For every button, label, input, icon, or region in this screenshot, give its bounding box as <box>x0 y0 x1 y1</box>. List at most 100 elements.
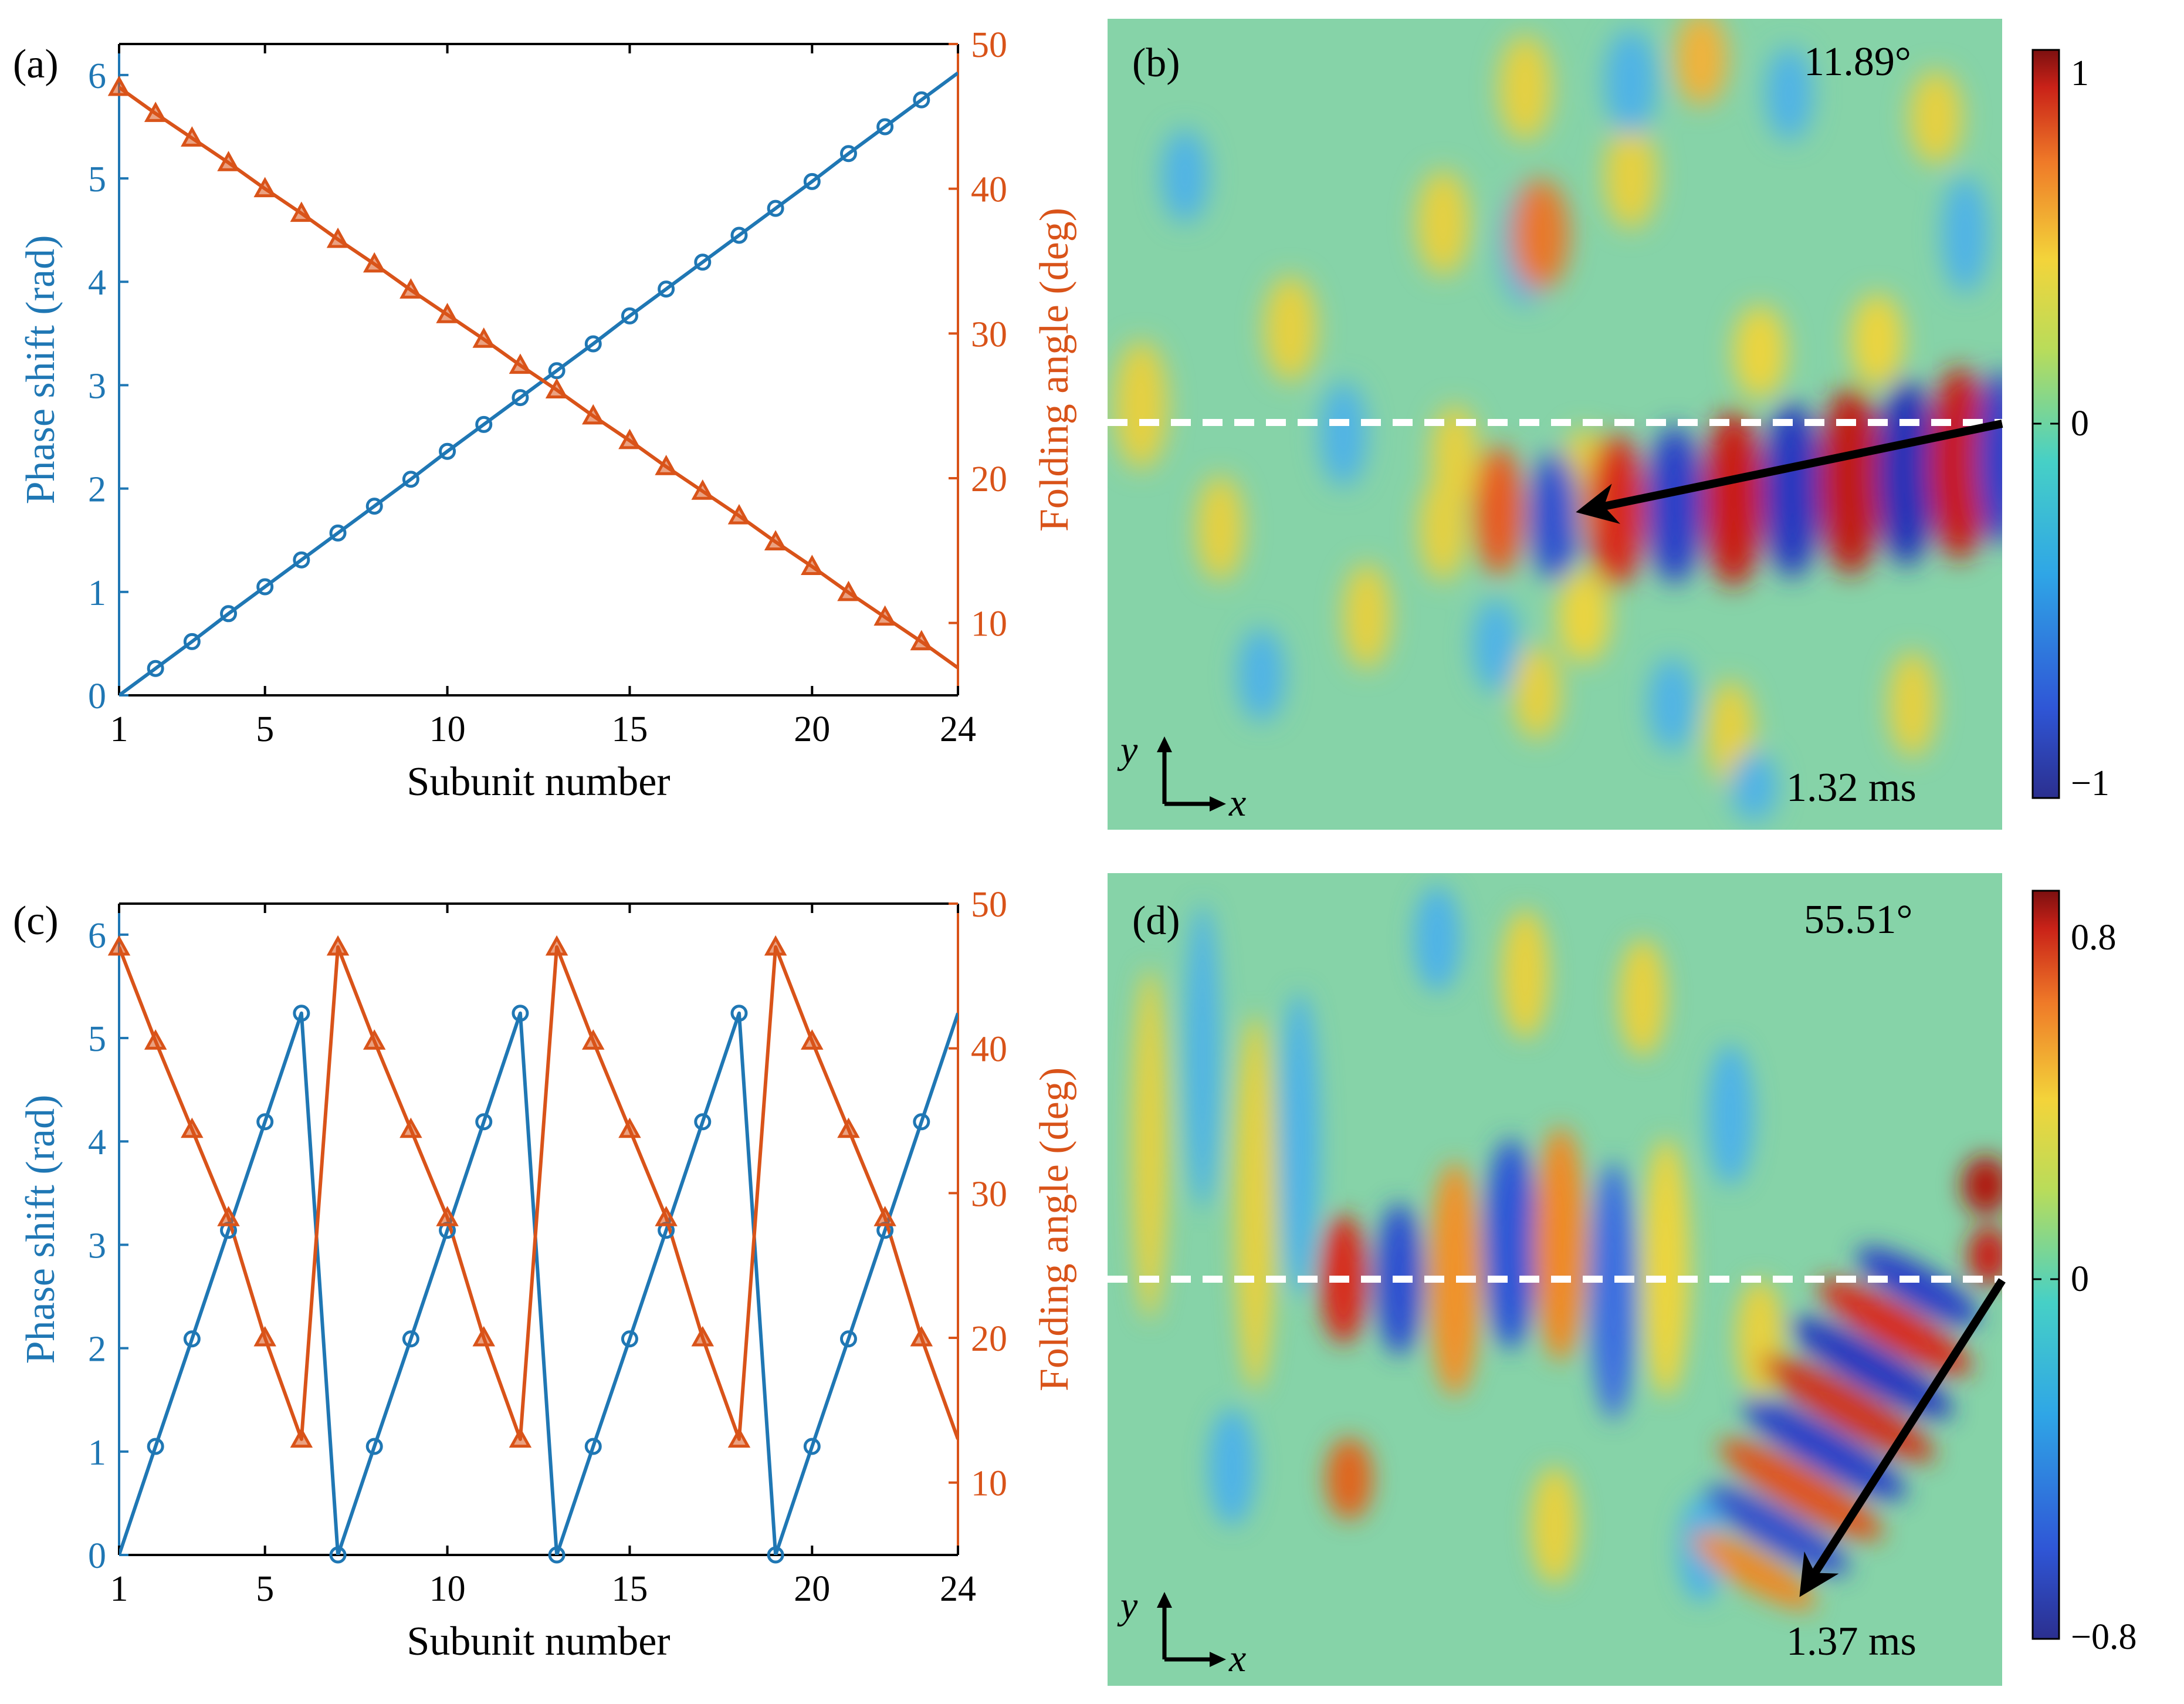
field-b-pattern <box>1115 19 2002 821</box>
folding-angle-point <box>144 1029 167 1050</box>
colorbar-b-min: −1 <box>2071 763 2109 803</box>
x-tick-label: 5 <box>256 1569 274 1609</box>
phase-shift-point <box>475 415 493 433</box>
phase-shift-point <box>183 1330 201 1348</box>
folding-angle-point <box>363 252 386 273</box>
phase-shift-point <box>147 660 164 677</box>
folding-angle-point <box>545 378 568 399</box>
x-tick-label: 1 <box>110 1569 128 1609</box>
field-map-b: (b) 11.89° 1.32 ms y x <box>1108 19 2003 830</box>
left-y-tick-label: 1 <box>88 1433 106 1473</box>
folding-angle-point <box>326 935 350 956</box>
phase-shift-point <box>584 335 602 353</box>
folding-angle-point <box>618 1117 641 1138</box>
folding-angle-point <box>801 1029 824 1050</box>
colorbar-b: 1 0 −1 <box>2031 49 2109 803</box>
folding-angle-point <box>217 151 240 171</box>
left-y-tick-label: 3 <box>88 1226 106 1266</box>
x-tick-label: 24 <box>940 709 976 749</box>
folding-angle-series-line <box>119 86 958 670</box>
phase-shift-point <box>839 145 857 163</box>
right-y-axis-label: Folding angle (deg) <box>1032 208 1077 532</box>
folding-angle-point <box>837 580 860 601</box>
folding-angle-point <box>764 935 787 956</box>
phase-shift-point <box>584 1438 602 1455</box>
field-d-pattern <box>1132 886 2002 1610</box>
phase-shift-point <box>694 1113 712 1131</box>
folding-angle-point <box>837 1117 860 1138</box>
folding-angle-point <box>217 1206 240 1226</box>
x-tick-label: 20 <box>794 1569 830 1609</box>
panel-label-c: (c) <box>13 898 59 944</box>
phase-shift-point <box>767 1546 784 1564</box>
folding-angle-point <box>545 935 568 956</box>
colorbar-b-max: 1 <box>2071 53 2089 93</box>
phase-shift-point <box>402 1330 419 1348</box>
phase-shift-point <box>402 471 419 488</box>
folding-angle-point <box>509 1427 532 1448</box>
left-y-tick-label: 4 <box>88 263 106 303</box>
left-y-tick-label: 2 <box>88 470 106 510</box>
folding-angle-point <box>144 102 167 122</box>
folding-angle-point <box>655 455 678 475</box>
right-y-tick-label: 40 <box>971 1030 1007 1070</box>
phase-shift-point <box>876 118 894 136</box>
phase-shift-point <box>621 1330 638 1348</box>
right-y-tick-label: 10 <box>971 604 1007 644</box>
colorbar-b-zero: 0 <box>2071 404 2089 444</box>
time-stamp-d: 1.37 ms <box>1786 1619 1916 1664</box>
phase-shift-point <box>293 551 310 569</box>
folding-angle-point <box>181 1117 204 1138</box>
phase-shift-point <box>329 524 347 542</box>
y-axis-symbol-d: y <box>1117 1584 1138 1627</box>
axes-indicator-d: y x <box>1117 1584 1246 1680</box>
x-tick-label: 24 <box>940 1569 976 1609</box>
phase-shift-point <box>803 173 821 190</box>
folding-angle-point <box>436 303 459 323</box>
left-y-axis-label: Phase shift (rad) <box>18 235 63 505</box>
phase-shift-point <box>256 578 274 596</box>
plot-area-a <box>119 71 958 695</box>
x-tick-label: 10 <box>429 1569 466 1609</box>
phase-shift-point <box>658 280 675 298</box>
folding-angle-point <box>582 404 605 425</box>
phase-shift-point <box>293 1005 310 1022</box>
folding-angle-point <box>873 605 896 626</box>
phase-shift-point <box>256 1113 274 1131</box>
right-y-tick-label: 40 <box>971 170 1007 210</box>
phase-shift-point <box>512 389 529 407</box>
folding-angle-point <box>873 1206 896 1226</box>
folding-angle-point <box>582 1029 605 1050</box>
x-axis-symbol-b: x <box>1228 782 1246 824</box>
colorbar-d-zero: 0 <box>2071 1259 2089 1299</box>
markers-a <box>107 75 933 677</box>
left-y-tick-label: 5 <box>88 1019 106 1059</box>
propagation-arrow-d <box>1799 1278 2006 1597</box>
phase-shift-point <box>548 362 566 380</box>
phase-shift-point <box>147 1438 164 1455</box>
left-y-tick-label: 0 <box>88 677 106 716</box>
propagation-arrow-b <box>1576 420 2003 524</box>
x-tick-label: 10 <box>429 709 466 749</box>
folding-angle-point <box>727 503 751 525</box>
x-axis-label: Subunit number <box>407 1619 670 1664</box>
right-y-tick-label: 30 <box>971 1174 1007 1214</box>
folding-angle-point <box>910 630 933 651</box>
phase-shift-point <box>220 605 238 623</box>
panel-label-a: (a) <box>13 42 59 87</box>
folding-angle-point <box>655 1206 678 1226</box>
left-y-tick-label: 2 <box>88 1330 106 1370</box>
folding-angle-point <box>691 1326 715 1347</box>
left-y-tick-label: 5 <box>88 160 106 200</box>
y-axis-symbol-b: y <box>1117 729 1138 772</box>
left-y-axis-label: Phase shift (rad) <box>18 1095 63 1364</box>
phase-shift-point <box>329 1546 347 1564</box>
plot-area-c <box>119 945 958 1555</box>
phase-shift-point <box>475 1113 493 1131</box>
panel-label-b: (b) <box>1132 40 1180 86</box>
phase-shift-point <box>365 1438 383 1455</box>
folding-angle-point <box>107 935 131 956</box>
phase-shift-point <box>767 200 784 217</box>
